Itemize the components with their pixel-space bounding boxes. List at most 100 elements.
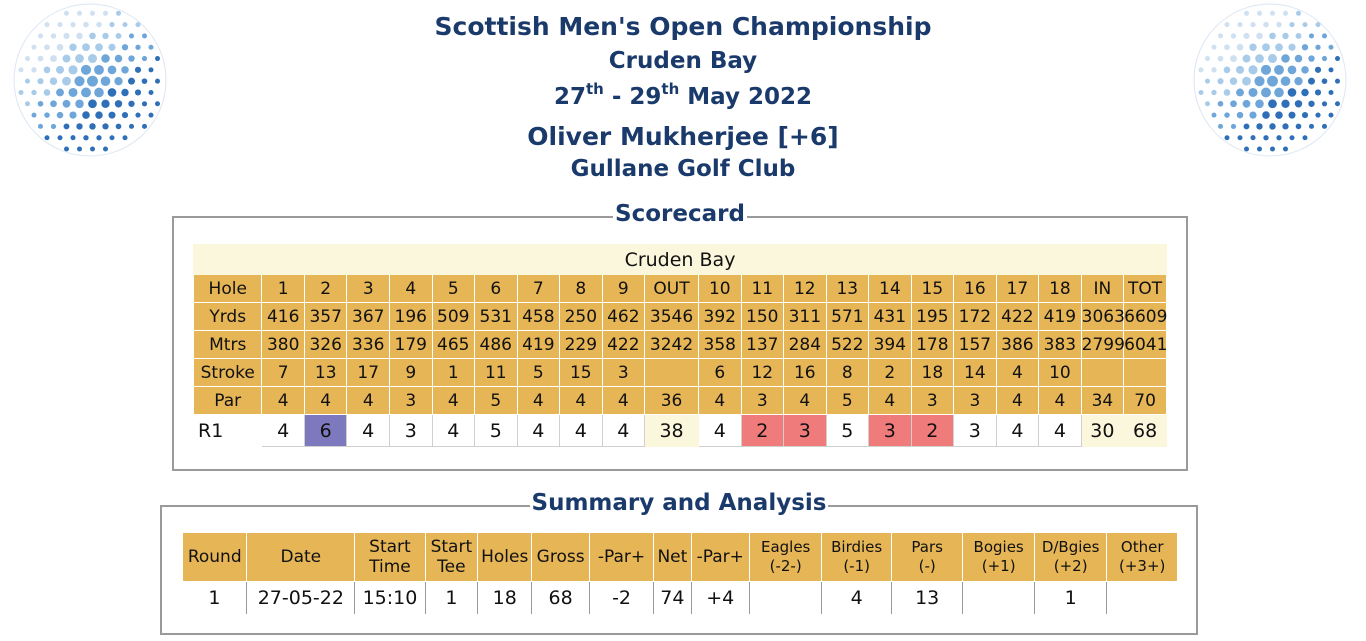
yards-cell: 195 — [910, 302, 955, 331]
summary-header: Holes — [477, 532, 533, 582]
stroke-index-cell: 9 — [388, 358, 433, 387]
metres-row: Mtrs 380 326 336 179 465 486 419 229 422 3242 358 13… — [192, 330, 1167, 359]
metres-label: Mtrs — [192, 330, 263, 359]
round-score-cell: 4 — [559, 414, 603, 447]
round-score-cell: 4 — [516, 414, 561, 447]
stroke-index-cell: 8 — [825, 358, 870, 387]
hole-cell: 12 — [783, 274, 827, 303]
summary-header: Gross — [531, 532, 590, 582]
hole-cell: 8 — [559, 274, 603, 303]
stroke-index-cell — [644, 358, 699, 387]
round-total-cell: 30 — [1080, 414, 1125, 447]
summary-panel: Summary and Analysis — [160, 490, 1198, 635]
summary-header: -Par+ — [690, 532, 750, 582]
round-score-cell: 4 — [698, 414, 742, 447]
round-total-cell: 38 — [644, 414, 699, 447]
stroke-index-cell: 13 — [303, 358, 348, 387]
summary-header-text: Start — [430, 537, 473, 557]
scorecard-legend: Scorecard — [613, 201, 747, 227]
summary-header-text: Other — [1120, 538, 1164, 556]
metres-cell: 386 — [995, 330, 1040, 359]
hole-cell: 18 — [1038, 274, 1082, 303]
hole-cell: TOT — [1123, 274, 1167, 303]
summary-header-text: -Par+ — [597, 547, 646, 567]
summary-header-text: Gross — [536, 547, 585, 567]
hole-cell: 1 — [261, 274, 305, 303]
golf-ball-logo-left — [13, 3, 167, 157]
stroke-index-label: Stroke — [192, 358, 263, 387]
hole-cell: 2 — [303, 274, 348, 303]
metres-cell: 336 — [346, 330, 390, 359]
summary-header-text: Date — [280, 547, 322, 567]
yards-cell: 357 — [303, 302, 348, 331]
summary-row: 1 27-05-22 15:10 1 18 68 -2 74 +4 4 13 1 — [182, 581, 1178, 615]
summary-header: Start Tee — [424, 532, 479, 582]
hole-cell: OUT — [644, 274, 699, 303]
championship-title: Scottish Men's Open Championship — [434, 12, 932, 41]
hole-cell: 15 — [910, 274, 955, 303]
hole-cell: 14 — [868, 274, 912, 303]
metres-cell: 394 — [868, 330, 912, 359]
summary-header-text: Pars — [911, 538, 943, 556]
yards-cell: 416 — [261, 302, 305, 331]
summary-header: -Par+ — [588, 532, 655, 582]
par-cell: 4 — [559, 386, 603, 415]
summary-cell: 13 — [891, 581, 964, 614]
metres-cell: 137 — [740, 330, 785, 359]
summary-legend: Summary and Analysis — [529, 490, 829, 516]
round-score-cell: 3 — [783, 414, 827, 447]
par-cell: 36 — [644, 386, 699, 415]
summary-cell: 4 — [821, 581, 892, 614]
par-cell: 4 — [261, 386, 305, 415]
round-score-cell: 5 — [825, 414, 870, 447]
stroke-index-cell: 4 — [995, 358, 1040, 387]
summary-header: Start Time — [354, 532, 426, 582]
summary-header-text: (+3+) — [1119, 557, 1166, 575]
hole-cell: 6 — [474, 274, 518, 303]
par-cell: 4 — [601, 386, 646, 415]
summary-header-text: Start — [369, 537, 411, 557]
summary-cell: 68 — [531, 581, 590, 614]
hole-cell: 9 — [601, 274, 646, 303]
stroke-index-cell: 18 — [910, 358, 955, 387]
round-label: R1 — [192, 414, 263, 447]
metres-cell: 380 — [261, 330, 305, 359]
hole-cell: 11 — [740, 274, 785, 303]
stroke-index-cell: 15 — [559, 358, 603, 387]
yards-cell: 311 — [783, 302, 827, 331]
stroke-index-cell — [1080, 358, 1125, 387]
stroke-index-cell: 12 — [740, 358, 785, 387]
par-cell: 5 — [474, 386, 518, 415]
venue-name: Cruden Bay — [608, 48, 758, 74]
summary-header-text: Bogies — [973, 538, 1024, 556]
summary-cell: 18 — [477, 581, 533, 614]
metres-cell: 284 — [783, 330, 827, 359]
hole-cell: 10 — [698, 274, 742, 303]
summary-cell — [962, 581, 1035, 614]
yards-cell: 419 — [1038, 302, 1082, 331]
round-score-cell: 6 — [303, 414, 348, 447]
par-cell: 4 — [516, 386, 561, 415]
yards-cell: 458 — [516, 302, 561, 331]
course-name: Cruden Bay — [193, 244, 1167, 275]
summary-cell — [1107, 582, 1178, 615]
hole-row: Hole 1 2 3 4 5 6 7 8 9 OUT 10 11 12 13 14 15 16 17 18 IN TOT — [192, 274, 1167, 303]
summary-header: Eagles (-2-) — [748, 532, 823, 582]
par-cell: 4 — [783, 386, 827, 415]
summary-cell: 1 — [1034, 581, 1108, 614]
yards-cell: 3063 — [1080, 302, 1125, 331]
summary-cell: 74 — [653, 581, 692, 614]
stroke-index-cell: 10 — [1038, 358, 1082, 387]
yards-cell: 196 — [388, 302, 433, 331]
yards-cell: 531 — [474, 302, 518, 331]
summary-header: Bogies (+1) — [962, 532, 1035, 582]
round-score-cell: 3 — [388, 414, 433, 447]
metres-cell: 157 — [953, 330, 997, 359]
stroke-index-cell: 14 — [953, 358, 997, 387]
metres-cell: 326 — [303, 330, 348, 359]
metres-cell: 3242 — [644, 330, 699, 359]
round-score-cell: 4 — [1038, 414, 1082, 447]
round-total-cell: 68 — [1123, 414, 1167, 447]
scorecard-panel: Scorecard — [172, 201, 1188, 471]
summary-header: Round — [181, 532, 248, 582]
